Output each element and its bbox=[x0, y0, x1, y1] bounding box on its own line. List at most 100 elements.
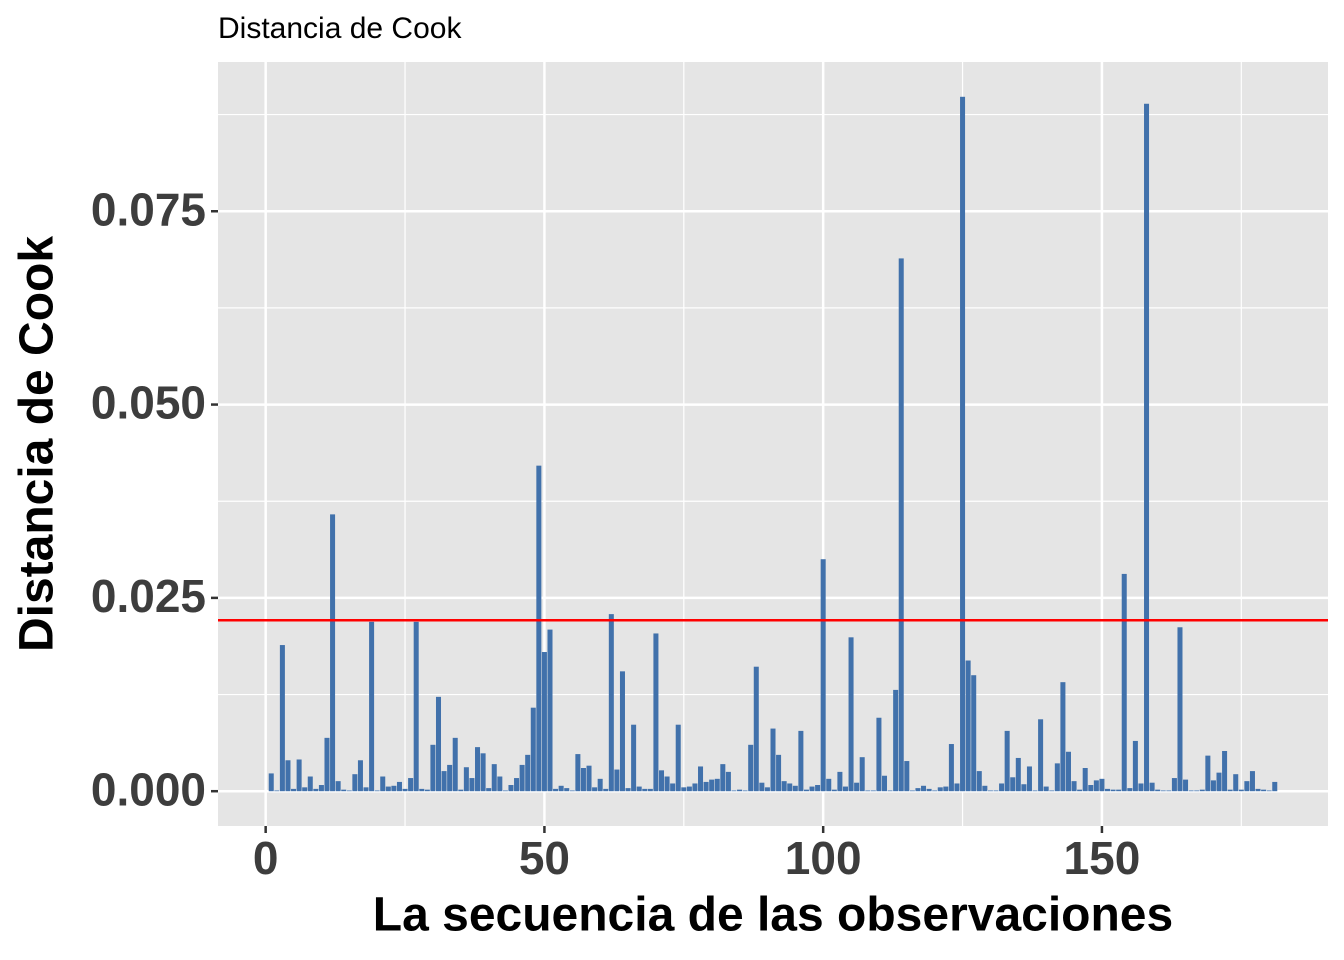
bar bbox=[748, 744, 754, 792]
bar bbox=[1127, 788, 1133, 792]
bar bbox=[307, 776, 313, 792]
bar bbox=[285, 760, 291, 792]
bar bbox=[993, 790, 999, 792]
bar bbox=[792, 785, 798, 792]
bar bbox=[909, 790, 915, 792]
bar bbox=[335, 781, 341, 792]
bar bbox=[463, 767, 469, 792]
bar bbox=[447, 764, 453, 792]
bar bbox=[692, 783, 698, 792]
bar bbox=[369, 621, 375, 792]
bar bbox=[497, 776, 503, 792]
bar bbox=[536, 465, 542, 792]
bar bbox=[430, 744, 436, 792]
bar bbox=[1049, 790, 1055, 792]
bar bbox=[1104, 788, 1111, 792]
bar bbox=[419, 788, 425, 792]
bar bbox=[859, 757, 865, 792]
bar bbox=[391, 785, 397, 792]
bar bbox=[1188, 790, 1194, 792]
y-axis-title: Distancia de Cook bbox=[11, 236, 64, 652]
bar bbox=[658, 770, 665, 792]
bar bbox=[508, 785, 514, 792]
bar bbox=[965, 660, 971, 792]
bar bbox=[352, 774, 358, 792]
bar bbox=[737, 789, 743, 792]
bar bbox=[469, 778, 475, 792]
bar bbox=[597, 778, 603, 792]
bar bbox=[809, 786, 815, 792]
bar bbox=[1032, 790, 1038, 792]
bar bbox=[642, 788, 648, 792]
x-axis-title: La secuencia de las observaciones bbox=[373, 889, 1173, 942]
bar bbox=[770, 728, 776, 792]
bar bbox=[893, 689, 899, 792]
bar bbox=[703, 781, 709, 792]
bar bbox=[1138, 783, 1144, 792]
bar bbox=[826, 778, 832, 792]
bar bbox=[547, 629, 553, 792]
y-tick-label: 0.000 bbox=[91, 763, 206, 815]
bar bbox=[541, 652, 547, 792]
bar bbox=[475, 747, 481, 792]
bar bbox=[653, 633, 659, 792]
bar bbox=[592, 787, 598, 792]
bar bbox=[887, 790, 893, 792]
bar bbox=[675, 724, 681, 792]
bar bbox=[842, 786, 848, 792]
bar bbox=[357, 760, 363, 792]
bar bbox=[1266, 790, 1272, 792]
panel bbox=[218, 62, 1328, 826]
bar bbox=[1205, 755, 1211, 792]
bar bbox=[575, 754, 581, 792]
bar bbox=[725, 771, 731, 792]
bar bbox=[831, 789, 837, 792]
bar bbox=[915, 788, 921, 792]
bar bbox=[1071, 781, 1077, 792]
bar bbox=[1060, 682, 1066, 792]
bar bbox=[881, 775, 888, 792]
bar bbox=[943, 786, 949, 792]
bar bbox=[865, 790, 871, 792]
bar bbox=[619, 671, 625, 792]
bar bbox=[268, 773, 274, 792]
bar bbox=[982, 785, 988, 792]
bar bbox=[1121, 573, 1127, 792]
bar bbox=[1010, 777, 1016, 792]
bar bbox=[514, 778, 520, 792]
bar bbox=[614, 769, 620, 792]
bar bbox=[1015, 757, 1021, 792]
bar bbox=[1171, 778, 1177, 792]
bar bbox=[1088, 785, 1094, 792]
bar bbox=[898, 258, 904, 792]
bar bbox=[1199, 789, 1205, 792]
bar bbox=[374, 790, 380, 792]
bar bbox=[681, 787, 687, 792]
bar bbox=[876, 717, 882, 792]
bar bbox=[787, 783, 793, 792]
bar bbox=[553, 788, 559, 792]
bar bbox=[580, 768, 586, 792]
bar bbox=[452, 737, 458, 792]
bar bbox=[1093, 780, 1099, 792]
bar bbox=[302, 787, 308, 792]
bar bbox=[848, 637, 854, 792]
bar bbox=[603, 788, 609, 792]
bar bbox=[1077, 789, 1083, 792]
bar bbox=[1244, 781, 1250, 792]
x-tick-label: 100 bbox=[785, 832, 862, 884]
bar bbox=[631, 724, 637, 792]
bar bbox=[1238, 789, 1244, 792]
bar bbox=[921, 785, 927, 792]
bar bbox=[1222, 750, 1228, 792]
bar bbox=[346, 790, 352, 792]
bar bbox=[1155, 789, 1161, 792]
bar bbox=[1183, 779, 1189, 792]
bar bbox=[742, 790, 748, 792]
bar bbox=[720, 764, 726, 792]
bar bbox=[870, 790, 876, 792]
bar bbox=[904, 761, 910, 792]
x-tick-label: 50 bbox=[519, 832, 570, 884]
bar bbox=[759, 782, 765, 792]
